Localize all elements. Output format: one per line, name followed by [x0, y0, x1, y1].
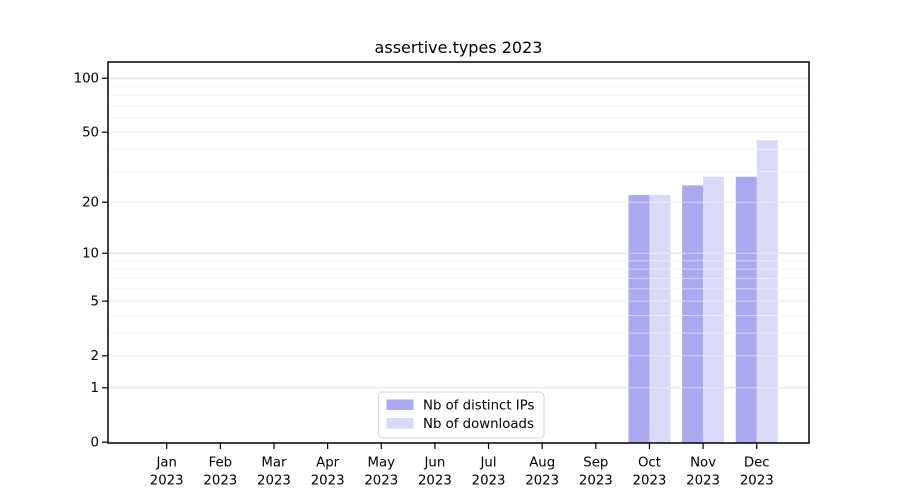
x-tick-label-month-sep: Sep [583, 456, 608, 471]
axis-ticks-and-labels: 0 1 2 5 10 20 50 100 Jan 2023 Feb 2023 Mar 2023 Apr 202… [74, 72, 774, 489]
x-tick-label-year-feb: 2023 [203, 474, 237, 489]
legend-label-distinct-ips: Nb of distinct IPs [423, 399, 535, 414]
y-tick-label-1: 1 [91, 381, 99, 396]
x-tick-label-month-dec: Dec [744, 456, 770, 471]
x-tick-label-month-nov: Nov [690, 456, 716, 471]
y-tick-label-10: 10 [82, 247, 99, 262]
x-tick-label-month-feb: Feb [209, 456, 233, 471]
y-tick-label-2: 2 [91, 349, 99, 364]
x-tick-label-month-aug: Aug [529, 456, 555, 471]
x-tick-label-year-sep: 2023 [579, 474, 613, 489]
x-tick-label-year-jan: 2023 [150, 474, 184, 489]
y-tick-label-5: 5 [91, 294, 99, 309]
x-tick-label-year-may: 2023 [364, 474, 398, 489]
x-tick-label-year-aug: 2023 [525, 474, 559, 489]
x-tick-label-year-jun: 2023 [418, 474, 452, 489]
bar-dec-downloads [756, 140, 778, 443]
chart-title: assertive.types 2023 [375, 38, 543, 57]
x-tick-label-month-oct: Oct [638, 456, 661, 471]
plot-frame [107, 61, 810, 444]
x-tick-label-year-dec: 2023 [740, 474, 774, 489]
x-tick-label-month-mar: Mar [261, 456, 287, 471]
y-tick-label-0: 0 [91, 436, 99, 451]
legend: Nb of distinct IPs Nb of downloads [378, 391, 545, 439]
x-tick-label-year-jul: 2023 [472, 474, 506, 489]
x-tick-label-month-may: May [368, 456, 396, 471]
bar-oct-distinct-ips [628, 195, 650, 443]
x-tick-label-year-oct: 2023 [633, 474, 667, 489]
x-tick-label-month-jul: Jul [480, 456, 497, 471]
bar-nov-distinct-ips [682, 185, 704, 443]
x-tick-label-month-jun: Jun [424, 456, 446, 471]
x-tick-label-year-apr: 2023 [311, 474, 345, 489]
x-tick-label-year-mar: 2023 [257, 474, 291, 489]
bar-oct-downloads [649, 195, 671, 443]
bar-nov-downloads [703, 176, 725, 444]
bar-dec-distinct-ips [735, 176, 757, 444]
legend-box [378, 391, 545, 439]
x-tick-label-month-apr: Apr [316, 456, 340, 471]
legend-swatch-distinct-ips [386, 399, 414, 410]
y-tick-label-50: 50 [82, 126, 99, 141]
y-tick-label-20: 20 [82, 196, 99, 211]
gridlines-overlay [108, 77, 809, 389]
y-tick-label-100: 100 [74, 72, 99, 87]
x-tick-label-month-jan: Jan [155, 456, 177, 471]
bars-layer [628, 140, 778, 444]
legend-label-downloads: Nb of downloads [423, 417, 534, 432]
legend-swatch-downloads [386, 418, 414, 429]
x-tick-label-year-nov: 2023 [686, 474, 720, 489]
